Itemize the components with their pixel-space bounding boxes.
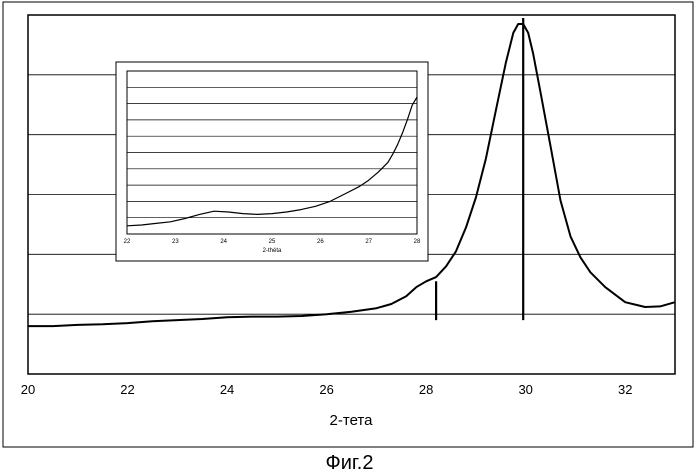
inset-chart: 22 23 24 25 26 27 28 2-théta: [116, 62, 428, 261]
main-x-tick-label: 26: [319, 382, 333, 397]
figure-caption: Фиг.2: [0, 452, 699, 475]
main-x-tick-label: 30: [518, 382, 532, 397]
inset-x-tick-label: 27: [365, 239, 372, 245]
main-x-tick-label: 28: [419, 382, 433, 397]
inset-x-tick-label: 22: [124, 239, 131, 245]
main-x-tick-label: 20: [21, 382, 35, 397]
inset-x-axis-label: 2-théta: [263, 248, 282, 254]
main-x-axis-label: 2-тета: [330, 412, 374, 429]
inset-x-tick-label: 25: [269, 239, 276, 245]
main-x-tick-label: 22: [120, 382, 134, 397]
inset-x-tick-label: 26: [317, 239, 324, 245]
inset-x-tick-label: 28: [414, 239, 421, 245]
inset-x-tick-label: 24: [220, 239, 227, 245]
inset-x-tick-label: 23: [172, 239, 179, 245]
main-x-tick-label: 24: [220, 382, 234, 397]
main-x-tick-labels: 20 22 24 26 28 30 32: [21, 382, 633, 397]
main-x-tick-label: 32: [618, 382, 632, 397]
